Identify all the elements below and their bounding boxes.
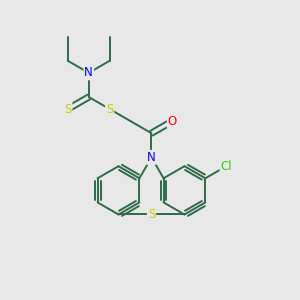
- Text: S: S: [64, 103, 71, 116]
- Text: S: S: [148, 208, 155, 221]
- Text: O: O: [168, 115, 177, 128]
- Text: Cl: Cl: [220, 160, 232, 173]
- Text: N: N: [147, 151, 156, 164]
- Text: S: S: [106, 103, 113, 116]
- Text: N: N: [84, 66, 93, 80]
